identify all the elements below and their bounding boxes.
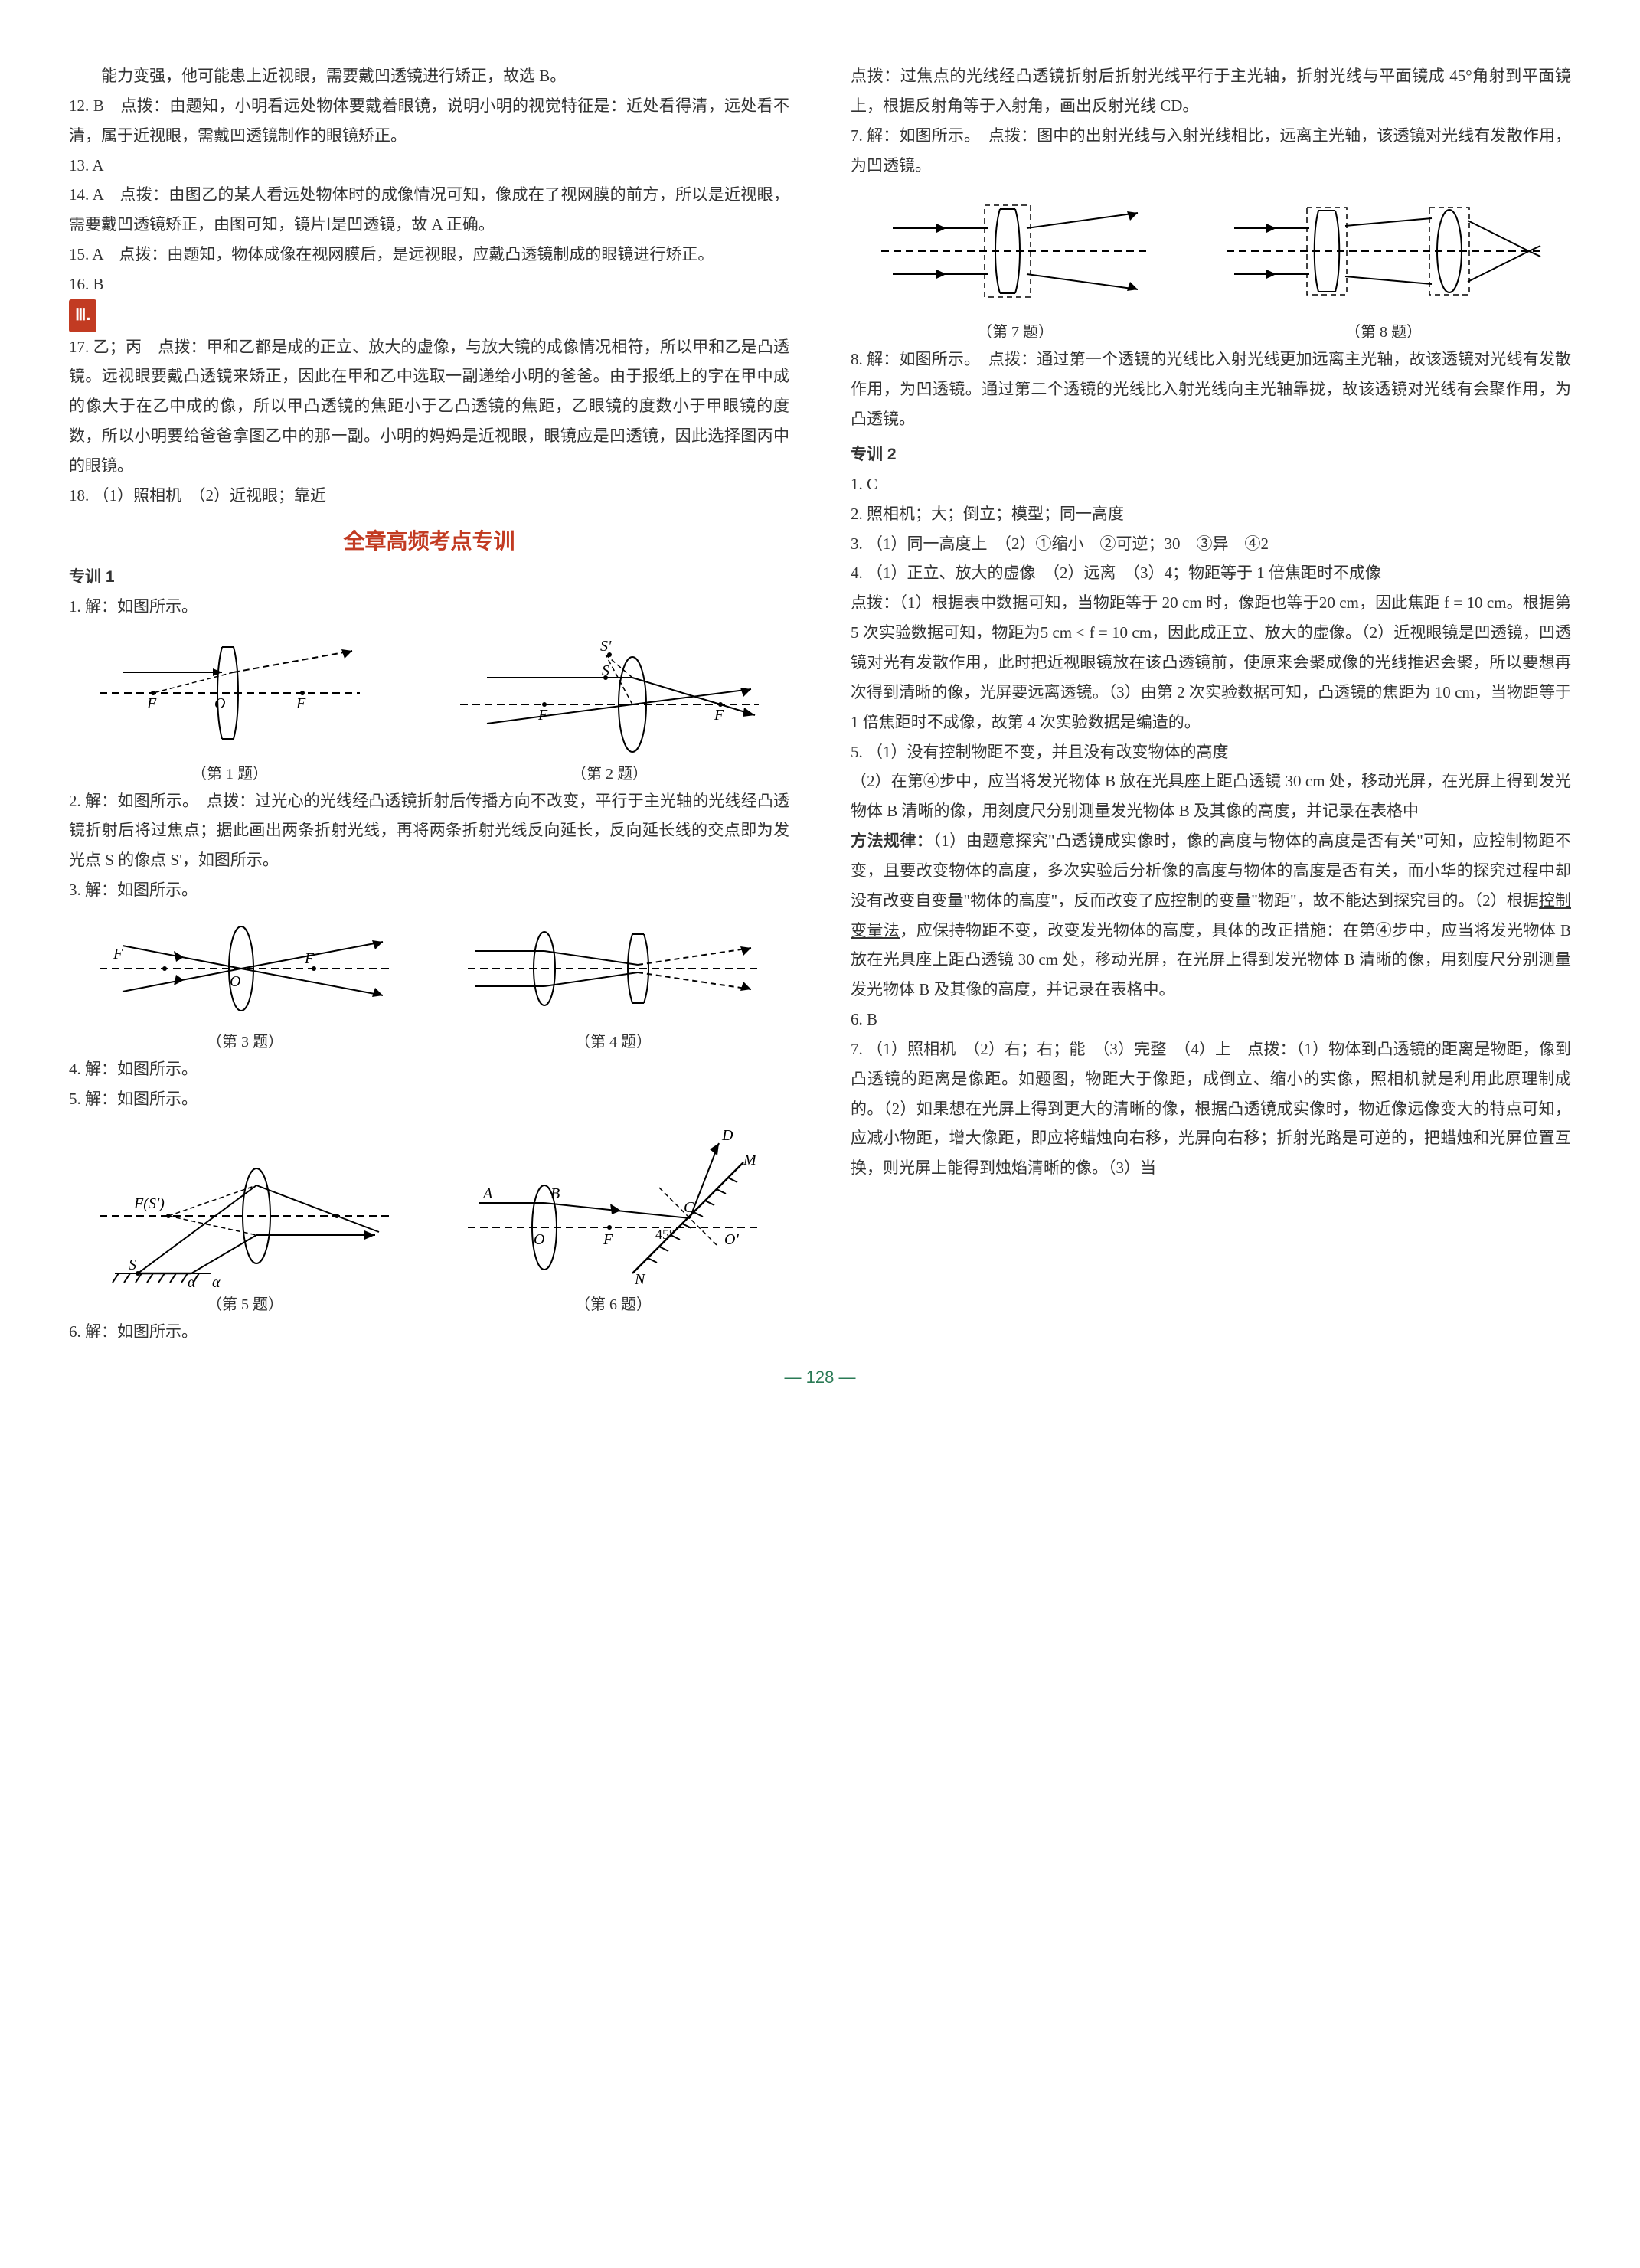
- r2-4-db: 点拨：（1）根据表中数据可知，当物距等于 20 cm 时，像距也等于20 cm，…: [851, 588, 1571, 737]
- figure-6: F O O' M N A B: [460, 1120, 766, 1314]
- figure-4: （第 4 题）: [460, 911, 766, 1051]
- svg-text:α: α: [212, 1274, 221, 1289]
- fig8-caption: （第 8 题）: [1219, 319, 1548, 342]
- svg-text:D: D: [721, 1127, 733, 1144]
- svg-text:45°: 45°: [655, 1227, 675, 1242]
- fig3-caption: （第 3 题）: [92, 1029, 398, 1051]
- t1-q5: 5. 解：如图所示。: [69, 1084, 789, 1114]
- svg-text:F: F: [714, 707, 724, 724]
- item-13: 13. A: [69, 151, 789, 181]
- r2-6: 6. B: [851, 1005, 1571, 1034]
- svg-text:N: N: [634, 1271, 646, 1288]
- fig4-caption: （第 4 题）: [460, 1029, 766, 1051]
- svg-text:F(S'): F(S'): [133, 1195, 165, 1212]
- figure-7: （第 7 题）: [874, 186, 1157, 342]
- r2-5b: （2）在第④步中，应当将发光物体 B 放在光具座上距凸透镜 30 cm 处，移动…: [851, 766, 1571, 826]
- figure-2: F F S' S （第 2 题）: [452, 628, 766, 783]
- r-top: 点拨：过焦点的光线经凸透镜折射后折射光线平行于主光轴，折射光线与平面镜成 45°…: [851, 61, 1571, 121]
- fig5-caption: （第 5 题）: [92, 1292, 398, 1314]
- r2-2: 2. 照相机；大；倒立；模型；同一高度: [851, 499, 1571, 529]
- figure-1: F F O （第 1 题）: [92, 628, 368, 783]
- svg-text:F: F: [603, 1231, 613, 1248]
- fig5-svg: F(S') S: [92, 1143, 398, 1289]
- svg-text:M: M: [743, 1152, 757, 1168]
- svg-text:F: F: [146, 695, 157, 712]
- fig6-caption: （第 6 题）: [460, 1292, 766, 1314]
- fig1-caption: （第 1 题）: [92, 761, 368, 783]
- t1-q6: 6. 解：如图所示。: [69, 1317, 789, 1347]
- svg-text:B: B: [550, 1185, 560, 1202]
- svg-text:S: S: [129, 1257, 136, 1273]
- training-2-title: 专训 2: [851, 442, 1571, 465]
- fig7-svg: [874, 186, 1157, 316]
- fig2-svg: F F S' S: [452, 628, 766, 758]
- item-17: 17. 乙；丙 点拨：甲和乙都是成的正立、放大的虚像，与放大镜的成像情况相符，所…: [69, 332, 789, 481]
- svg-text:α: α: [188, 1274, 196, 1289]
- r2-4: 4. （1）正立、放大的虚像 （2）远离 （3）4；物距等于 1 倍焦距时不成像: [851, 558, 1571, 588]
- svg-text:O: O: [230, 973, 240, 990]
- svg-text:O: O: [534, 1231, 544, 1248]
- fig8-svg: [1219, 186, 1548, 316]
- fig3-svg: F F O: [92, 911, 398, 1026]
- t1-q2: 2. 解：如图所示。 点拨：过光心的光线经凸透镜折射后传播方向不改变，平行于主光…: [69, 786, 789, 876]
- r-q8: 8. 解：如图所示。 点拨：通过第一个透镜的光线比入射光线更加远离主光轴，故该透…: [851, 345, 1571, 434]
- r2-5c: 方法规律：（1）由题意探究"凸透镜成实像时，像的高度与物体的高度是否有关"可知，…: [851, 826, 1571, 1005]
- roman-3-box: Ⅲ.: [69, 299, 96, 332]
- t1-q4: 4. 解：如图所示。: [69, 1054, 789, 1084]
- para: 能力变强，他可能患上近视眼，需要戴凹透镜进行矫正，故选 B。: [69, 61, 789, 91]
- r2-5a: 5. （1）没有控制物距不变，并且没有改变物体的高度: [851, 737, 1571, 767]
- svg-text:F: F: [113, 946, 123, 962]
- r2-3: 3. （1）同一高度上 （2）①缩小 ②可逆；30 ③异 ④2: [851, 529, 1571, 559]
- training-1-title: 专训 1: [69, 564, 789, 587]
- fig1-svg: F F O: [92, 628, 368, 758]
- svg-text:O': O': [724, 1231, 739, 1248]
- fig6-svg: F O O' M N A B: [460, 1120, 766, 1289]
- t1-q1: 1. 解：如图所示。: [69, 592, 789, 622]
- figure-8: （第 8 题）: [1219, 186, 1548, 342]
- figure-3: F F O （第 3 题）: [92, 911, 398, 1051]
- fig7-caption: （第 7 题）: [874, 319, 1157, 342]
- svg-text:C: C: [684, 1199, 694, 1216]
- svg-text:A: A: [482, 1185, 493, 1202]
- page-number: — 128 —: [69, 1368, 1571, 1387]
- chapter-training-title: 全章高频考点专训: [69, 525, 789, 555]
- figure-5: F(S') S: [92, 1143, 398, 1314]
- section-tag-3: Ⅲ.: [69, 299, 789, 332]
- r2-1: 1. C: [851, 469, 1571, 499]
- svg-text:O: O: [214, 695, 225, 712]
- r2-7: 7. （1）照相机 （2）右；右；能 （3）完整 （4）上 点拨：（1）物体到凸…: [851, 1034, 1571, 1183]
- item-15: 15. A 点拨：由题知，物体成像在视网膜后，是远视眼，应戴凸透镜制成的眼镜进行…: [69, 240, 789, 270]
- svg-text:F: F: [296, 695, 306, 712]
- r2-5c-body: （1）由题意探究"凸透镜成实像时，像的高度与物体的高度是否有关"可知，应控制物距…: [851, 832, 1571, 910]
- r-q7: 7. 解：如图所示。 点拨：图中的出射光线与入射光线相比，远离主光轴，该透镜对光…: [851, 121, 1571, 181]
- svg-text:S': S': [600, 638, 612, 655]
- item-18: 18. （1）照相机 （2）近视眼；靠近: [69, 481, 789, 511]
- svg-text:F: F: [304, 950, 315, 967]
- r2-5c-tail: ，应保持物距不变，改变发光物体的高度，具体的改正措施：在第④步中，应当将发光物体…: [851, 921, 1571, 999]
- fig2-caption: （第 2 题）: [452, 761, 766, 783]
- item-16: 16. B: [69, 270, 789, 299]
- item-12: 12. B 点拨：由题知，小明看远处物体要戴着眼镜，说明小明的视觉特征是：近处看…: [69, 91, 789, 151]
- fig4-svg: [460, 911, 766, 1026]
- item-14: 14. A 点拨：由图乙的某人看远处物体时的成像情况可知，像成在了视网膜的前方，…: [69, 180, 789, 240]
- t1-q3: 3. 解：如图所示。: [69, 875, 789, 905]
- method-rule-label: 方法规律：: [851, 832, 933, 850]
